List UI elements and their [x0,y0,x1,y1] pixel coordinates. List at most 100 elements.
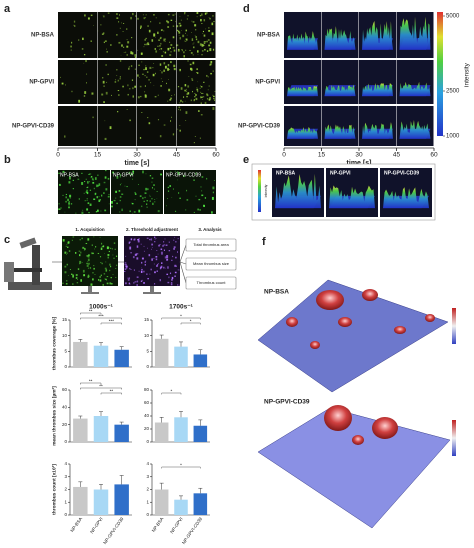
speck [146,206,148,208]
scope-base [8,282,52,290]
speck [90,40,92,42]
speck [132,12,134,16]
speck [178,284,180,286]
speck [177,30,180,32]
speck [82,37,84,41]
speck [86,262,88,265]
speck [148,254,151,257]
speck [105,278,107,280]
speck [157,31,159,35]
speck [166,266,169,269]
speck [156,264,159,267]
speck [139,76,141,78]
speck [89,181,91,183]
speck [161,37,162,39]
speck [86,198,89,200]
surface-peak [286,317,298,327]
speck [191,38,194,40]
speck [161,71,163,74]
speck [157,94,159,96]
speck [73,174,76,176]
speck [119,184,121,186]
time-tick-label: 60 [212,152,220,159]
speck [184,89,186,92]
speck [187,60,189,62]
speck [206,94,209,97]
colorbar-label: intensity [464,62,471,87]
bar [154,422,169,442]
speck [87,17,90,20]
intensity-peaks [324,26,356,50]
sig-bracket [80,312,102,315]
speck [72,236,75,238]
speck [111,205,113,208]
micrograph [137,12,176,58]
colorbar-tick-label: 2500 [446,89,460,95]
speck [77,268,80,271]
speck [206,74,208,77]
micrograph [97,106,137,146]
intensity-plot [326,168,378,217]
speck [185,32,186,34]
speck [202,99,204,101]
speck [130,238,133,241]
speck [72,275,74,278]
microscope [4,237,52,290]
speck [81,48,84,50]
speck [144,43,146,46]
speck [98,199,101,203]
speck [88,211,90,214]
speck [182,101,184,103]
speck [137,253,139,255]
panel-letter: e [243,154,249,166]
speck [174,275,176,277]
speck [118,41,121,44]
speck [67,241,70,244]
speck [110,283,113,285]
bar [174,499,188,515]
surface-peak [316,290,344,310]
y-tick-label: 80 [144,387,150,392]
speck [96,196,99,199]
speck [149,273,151,275]
speck [160,78,162,80]
speck [140,280,143,282]
speck [126,172,128,174]
speck [174,264,177,267]
speck [137,17,139,20]
sig-bracket [80,317,122,320]
speck [124,185,126,187]
y-tick-label: 0 [146,439,149,444]
speck [106,282,109,285]
time-tick-label: 0 [56,152,60,159]
speck [144,39,146,41]
speck [170,19,173,21]
error-bar [78,481,83,487]
speck [77,178,80,180]
speck [81,172,83,174]
speck [123,22,125,24]
speck [193,46,195,49]
output-box [185,238,237,252]
speck [183,96,185,98]
speck [150,238,153,241]
speck [155,256,158,258]
speck [86,73,88,75]
speck [71,239,73,241]
time-tick-label: 15 [94,152,102,159]
speck [179,197,181,199]
speck [212,48,215,51]
speck [149,66,152,70]
speck [140,27,142,30]
speck [140,52,143,55]
speck [125,282,127,285]
speck [194,93,196,94]
sig-label: * [180,463,182,468]
speck [104,253,105,254]
speck [126,28,128,30]
speck [119,173,122,176]
speck [178,31,181,34]
micrograph-bg [137,106,176,146]
speck [173,64,176,68]
speck [187,92,190,95]
